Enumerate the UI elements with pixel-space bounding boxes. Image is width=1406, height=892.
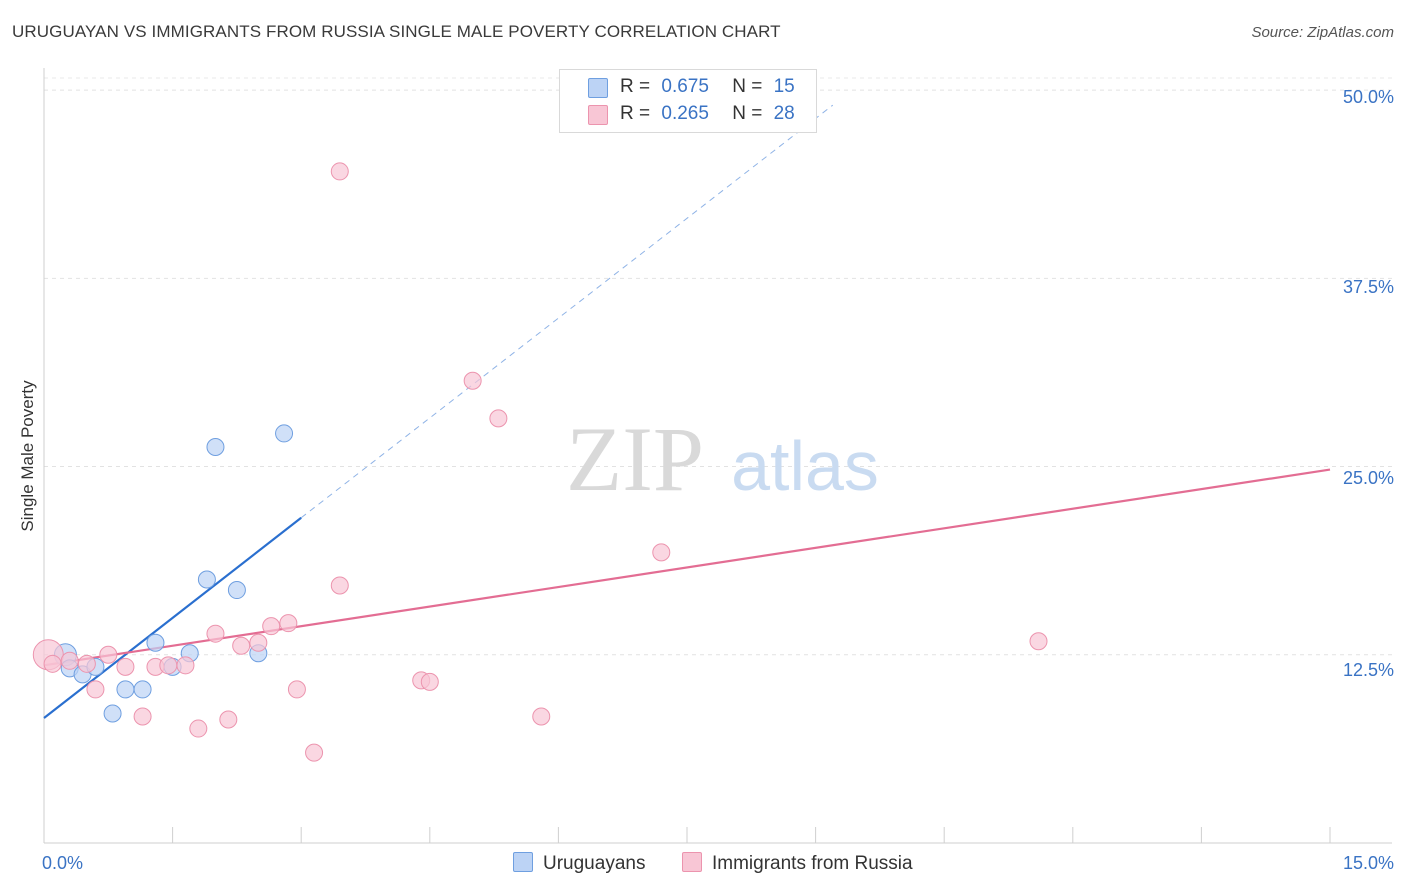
watermark-atlas: atlas xyxy=(731,427,879,505)
point-russia xyxy=(330,162,349,181)
point-uruguayans xyxy=(197,570,216,589)
point-russia xyxy=(463,371,482,390)
trend-line-russia xyxy=(43,468,1331,667)
point-russia xyxy=(60,651,79,670)
bottom-legend-uruguayans: Uruguayans xyxy=(513,852,645,875)
point-uruguayans xyxy=(275,424,294,443)
point-russia xyxy=(279,614,298,633)
bottom-legend-swatch-uruguayans xyxy=(513,852,533,872)
y-tick-label-25: 25.0% xyxy=(1342,468,1394,488)
point-russia xyxy=(116,657,135,676)
legend-n-value: 28 xyxy=(773,103,795,124)
point-uruguayans xyxy=(227,581,246,600)
legend-swatch-uruguayans xyxy=(588,78,608,98)
point-russia xyxy=(232,636,251,655)
chart-title: URUGUAYAN VS IMMIGRANTS FROM RUSSIA SING… xyxy=(12,22,781,41)
trend-line-uruguayans xyxy=(43,516,302,719)
point-uruguayans xyxy=(133,680,152,699)
y-tick-label-37-5: 37.5% xyxy=(1342,277,1394,297)
trend-lines xyxy=(43,104,1331,719)
legend-swatch-russia xyxy=(588,105,608,125)
point-russia xyxy=(420,672,439,691)
point-uruguayans xyxy=(103,704,122,723)
point-russia xyxy=(287,680,306,699)
legend-n-value: 15 xyxy=(773,76,795,97)
x-tick-label-max: 15.0% xyxy=(1342,853,1394,873)
watermark-zip: ZIP xyxy=(566,408,704,510)
point-russia xyxy=(305,743,324,762)
point-russia xyxy=(133,707,152,726)
legend-r-value: 0.265 xyxy=(661,103,709,124)
chart-source: Source: ZipAtlas.com xyxy=(1251,24,1394,41)
point-russia xyxy=(189,719,208,738)
legend-n-label: N = xyxy=(732,103,763,124)
y-tick-label-50: 50.0% xyxy=(1342,87,1394,107)
point-russia xyxy=(86,680,105,699)
axes xyxy=(43,68,1392,844)
point-uruguayans xyxy=(206,437,225,456)
point-russia xyxy=(206,624,225,643)
point-russia xyxy=(652,543,671,562)
point-russia xyxy=(249,633,268,652)
legend-r-label: R = xyxy=(620,103,651,124)
legend-r-label: R = xyxy=(620,76,651,97)
point-russia xyxy=(43,654,62,673)
point-russia xyxy=(330,576,349,595)
point-uruguayans xyxy=(146,633,165,652)
point-russia xyxy=(489,409,508,428)
point-russia xyxy=(262,617,281,636)
trend-line-uruguayans-extension xyxy=(300,104,834,519)
bottom-legend-label-russia: Immigrants from Russia xyxy=(712,853,913,874)
correlation-legend: R = 0.675 N = 15 R = 0.265 N = 28 xyxy=(559,69,817,133)
point-russia xyxy=(176,656,195,675)
bottom-legend-russia: Immigrants from Russia xyxy=(682,852,913,875)
legend-r-value: 0.675 xyxy=(661,76,709,97)
point-russia xyxy=(1029,632,1048,651)
bottom-legend-swatch-russia xyxy=(682,852,702,872)
data-points xyxy=(32,162,1048,762)
legend-n-label: N = xyxy=(732,76,763,97)
gridlines xyxy=(44,77,1392,656)
bottom-legend-label-uruguayans: Uruguayans xyxy=(543,853,646,874)
point-russia xyxy=(159,656,178,675)
point-russia xyxy=(219,710,238,729)
point-uruguayans xyxy=(116,680,135,699)
point-russia xyxy=(532,707,551,726)
point-russia xyxy=(99,645,118,664)
x-tick-label-min: 0.0% xyxy=(42,853,84,873)
point-russia xyxy=(77,654,96,673)
y-tick-label-12-5: 12.5% xyxy=(1342,660,1394,680)
